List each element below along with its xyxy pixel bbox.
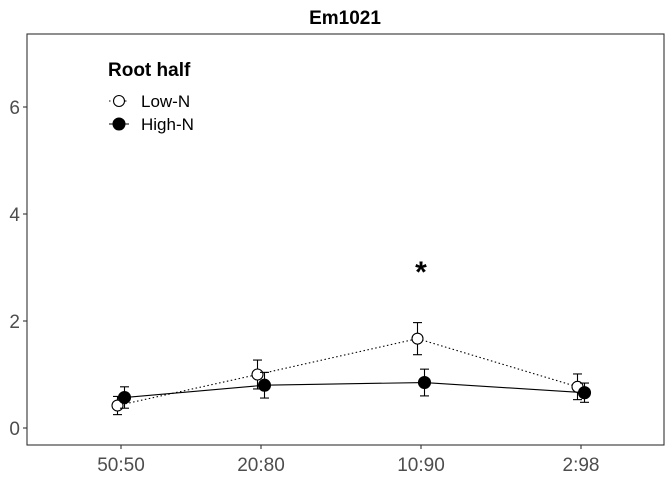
legend-label: High-N: [141, 115, 194, 134]
legend-item-low-n: Low-N: [109, 92, 190, 111]
data-point: [577, 386, 592, 400]
y-axis: 0 2 4 6: [9, 98, 27, 440]
data-point: [411, 332, 424, 345]
annotation-layer: *: [415, 256, 427, 289]
x-tick-label: 50:50: [97, 455, 145, 476]
significance-marker: *: [415, 256, 427, 289]
chart-title: Em1021: [309, 8, 381, 29]
data-point: [257, 378, 272, 392]
legend-label: Low-N: [141, 92, 190, 111]
y-tick-label: 6: [9, 98, 20, 119]
legend: Root half Low-N High-N: [108, 60, 194, 134]
series-line: [124, 381, 585, 399]
x-tick-label: 2:98: [563, 455, 600, 476]
series-low-n: [111, 322, 584, 416]
series-line: [117, 338, 578, 407]
data-point: [417, 375, 432, 390]
plot-panel: [26, 33, 665, 446]
legend-title: Root half: [108, 60, 191, 81]
x-tick-label: 10:90: [397, 455, 445, 476]
y-tick-label: 2: [9, 312, 20, 333]
x-tick-label: 20:80: [237, 455, 285, 476]
y-tick-label: 4: [9, 205, 20, 226]
series-layer: [111, 322, 592, 416]
y-tick-label: 0: [9, 419, 20, 440]
data-point: [251, 368, 264, 381]
data-point: [117, 390, 132, 405]
series-high-n: [117, 368, 592, 409]
x-axis: 50:50 20:80 10:90 2:98: [97, 445, 599, 476]
legend-item-high-n: High-N: [109, 115, 194, 134]
legend-key-marker: [112, 94, 126, 108]
legend-key-marker: [112, 117, 126, 131]
